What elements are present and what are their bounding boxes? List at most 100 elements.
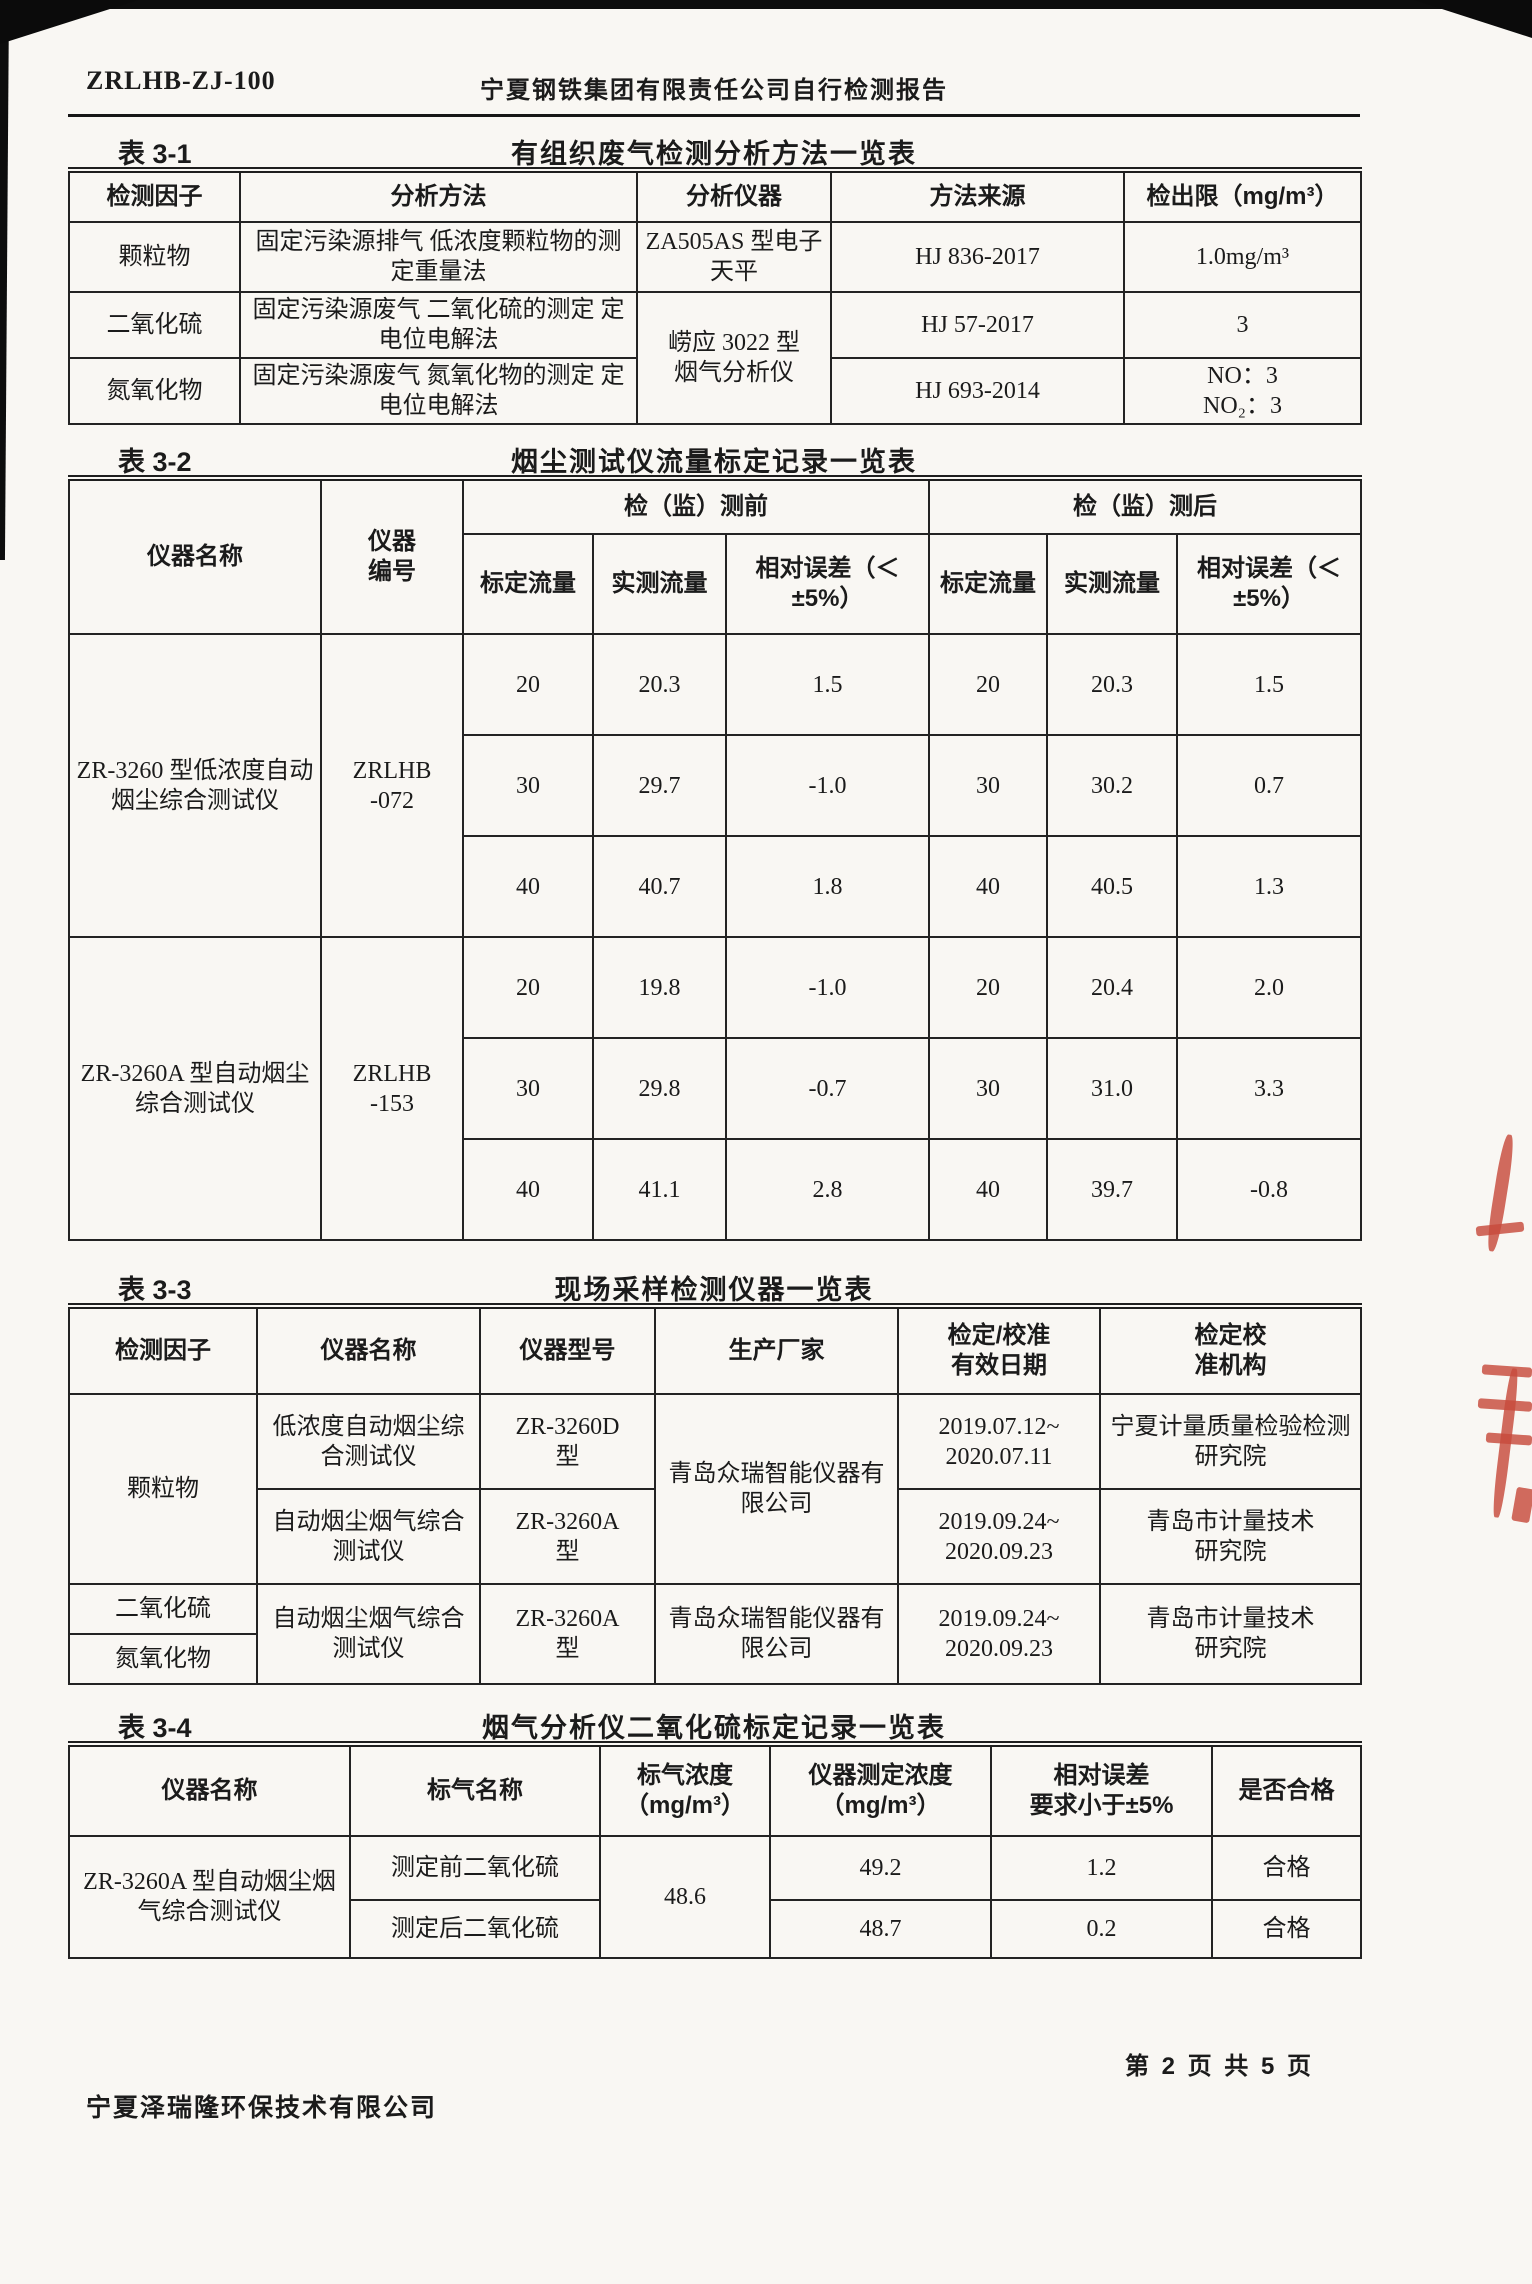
header-cell: 分析仪器 <box>636 169 832 223</box>
header-cell: 检定/校准 有效日期 <box>897 1305 1101 1395</box>
cell-method: 固定污染源排气 低浓度颗粒物的测定重量法 <box>239 221 638 293</box>
cell-limit: NO：3 NO₂：3 <box>1123 357 1362 425</box>
scan-edge-top <box>0 0 1532 9</box>
header-cell: 检（监）测后 <box>928 477 1363 535</box>
header-cell: 检出限（mg/m³） <box>1123 169 1362 223</box>
cell-value: 1.3 <box>1176 835 1363 938</box>
cell-pass: 合格 <box>1211 1835 1362 1901</box>
table-row: 二氧化硫 自动烟尘烟气综合测试仪 ZR-3260A 型 青岛众瑞智能仪器有限公司… <box>68 1583 1362 1685</box>
sampling-instruments-table: 检测因子 仪器名称 仪器型号 生产厂家 检定/校准 有效日期 检定校 准机构 颗… <box>68 1303 1362 1685</box>
header-cell: 仪器名称 <box>68 477 322 635</box>
header-cell: 检测因子 <box>68 169 241 223</box>
header-cell: 方法来源 <box>830 169 1125 223</box>
cell-instrument: 崂应 3022 型 烟气分析仪 <box>636 291 832 425</box>
cell-pass: 合格 <box>1211 1899 1362 1959</box>
cell-factor: 颗粒物 <box>68 1393 258 1585</box>
table4-caption: 表 3-4 烟气分析仪二氧化硫标定记录一览表 <box>68 1701 1360 1743</box>
header-cell: 标定流量 <box>928 533 1049 635</box>
header-cell: 标气浓度 （mg/m³） <box>599 1743 771 1837</box>
cell-factor: 二氧化硫 <box>68 291 241 359</box>
cell-source: HJ 836-2017 <box>830 221 1125 293</box>
cell-value: 31.0 <box>1046 1037 1179 1140</box>
header-cell: 仪器名称 <box>256 1305 481 1395</box>
cell-value: 2.8 <box>724 1138 931 1241</box>
cell-factor: 氮氧化物 <box>68 357 241 425</box>
cell-value: 30 <box>928 734 1049 837</box>
header-cell: 实测流量 <box>592 533 727 635</box>
cell-instrument: ZR-3260 型低浓度自动烟尘综合测试仪 <box>68 633 322 938</box>
cell-instrument: ZA505AS 型电子天平 <box>636 221 832 293</box>
table4-label: 表 3-4 <box>118 1713 192 1743</box>
cell-value: 20.4 <box>1046 936 1179 1039</box>
header-cell: 是否合格 <box>1211 1743 1362 1837</box>
cell-code: ZRLHB -072 <box>320 633 464 938</box>
cell-source: HJ 693-2014 <box>830 357 1125 425</box>
cell-value: 20.3 <box>592 633 727 736</box>
cell-std-value: 48.6 <box>599 1835 771 1959</box>
cell-value: 40.5 <box>1046 835 1179 938</box>
cell-code: ZRLHB -153 <box>320 936 464 1241</box>
cell-factor: 颗粒物 <box>68 221 241 293</box>
table3-label: 表 3-3 <box>118 1275 192 1305</box>
table-row: 颗粒物 低浓度自动烟尘综合测试仪 ZR-3260D 型 青岛众瑞智能仪器有限公司… <box>68 1393 1362 1585</box>
stamp-stroke <box>1481 1364 1532 1378</box>
header-cell: 仪器测定浓度 （mg/m³） <box>769 1743 992 1837</box>
table-row: 测定后二氧化硫 48.7 0.2 合格 <box>69 1899 1362 1959</box>
header-cell: 标气名称 <box>349 1743 601 1837</box>
header-cell: 标定流量 <box>462 533 594 635</box>
table4-title: 烟气分析仪二氧化硫标定记录一览表 <box>482 1713 946 1743</box>
cell-gas: 测定后二氧化硫 <box>349 1899 601 1959</box>
page-number: 第 2 页 共 5 页 <box>1124 2053 1314 2080</box>
cell-valid-date: 2019.09.24~ 2020.09.23 <box>897 1488 1101 1585</box>
cell-value: 19.8 <box>592 936 727 1039</box>
cell-value: 30 <box>462 1037 594 1140</box>
so2-calibration-table: 仪器名称 标气名称 标气浓度 （mg/m³） 仪器测定浓度 （mg/m³） 相对… <box>68 1741 1362 1959</box>
cell-value: 30 <box>462 734 594 837</box>
table-row: 氮氧化物 <box>68 1633 1361 1685</box>
cell-value: 29.7 <box>592 734 727 837</box>
footer-company: 宁夏泽瑞隆环保技术有限公司 <box>86 2094 438 2122</box>
table3-caption: 表 3-3 现场采样检测仪器一览表 <box>68 1263 1360 1305</box>
table1-label: 表 3-1 <box>118 139 192 169</box>
table2-label: 表 3-2 <box>118 447 192 477</box>
cell-value: 1.5 <box>1176 633 1363 736</box>
cell-instrument: 低浓度自动烟尘综合测试仪 <box>256 1393 481 1490</box>
header-cell: 分析方法 <box>239 169 638 223</box>
cell-value: 2.0 <box>1176 936 1363 1039</box>
cell-value: 40 <box>928 1138 1049 1241</box>
table-row: 40 40.7 1.8 40 40.5 1.3 <box>69 835 1363 938</box>
cell-value: 20.3 <box>1046 633 1179 736</box>
cell-error: 0.2 <box>990 1899 1213 1959</box>
table3-title: 现场采样检测仪器一览表 <box>554 1275 874 1305</box>
cell-value: 0.7 <box>1176 734 1363 837</box>
table-row: 40 41.1 2.8 40 39.7 -0.8 <box>69 1138 1363 1241</box>
cell-manufacturer: 青岛众瑞智能仪器有限公司 <box>654 1393 899 1585</box>
cell-factor: 氮氧化物 <box>68 1633 258 1685</box>
methods-table: 检测因子 分析方法 分析仪器 方法来源 检出限（mg/m³） 颗粒物 固定污染源… <box>68 167 1362 425</box>
cell-model: ZR-3260A 型 <box>479 1488 656 1585</box>
table-row: 二氧化硫 固定污染源废气 二氧化硫的测定 定电位电解法 崂应 3022 型 烟气… <box>68 291 1362 425</box>
cell-value: -1.0 <box>724 734 931 837</box>
cell-factor: 二氧化硫 <box>68 1583 258 1635</box>
report-title: 宁夏钢铁集团有限责任公司自行检测报告 <box>480 77 948 104</box>
cell-value: -0.8 <box>1176 1138 1363 1241</box>
table1-caption: 表 3-1 有组织废气检测分析方法一览表 <box>68 127 1360 169</box>
cell-value: 41.1 <box>592 1138 727 1241</box>
header-cell: 仪器型号 <box>479 1305 656 1395</box>
cell-manufacturer: 青岛众瑞智能仪器有限公司 <box>654 1583 899 1685</box>
header-cell: 生产厂家 <box>654 1305 899 1395</box>
header-cell: 相对误差 要求小于±5% <box>990 1743 1213 1837</box>
header-cell: 实测流量 <box>1046 533 1179 635</box>
scan-edge-left <box>0 0 9 560</box>
cell-value: 20 <box>928 633 1049 736</box>
cell-limit: 3 <box>1123 291 1362 359</box>
cell-measured: 49.2 <box>769 1835 992 1901</box>
table-row: 30 29.8 -0.7 30 31.0 3.3 <box>69 1037 1363 1140</box>
cell-value: 3.3 <box>1176 1037 1363 1140</box>
cell-value: 30 <box>928 1037 1049 1140</box>
stamp-stroke <box>1511 1486 1532 1524</box>
cell-agency: 青岛市计量技术 研究院 <box>1099 1583 1362 1685</box>
table-row: 30 29.7 -1.0 30 30.2 0.7 <box>69 734 1363 837</box>
table-row: ZR-3260 型低浓度自动烟尘综合测试仪 ZRLHB -072 20 20.3… <box>68 633 1363 938</box>
cell-valid-date: 2019.07.12~ 2020.07.11 <box>897 1393 1101 1490</box>
